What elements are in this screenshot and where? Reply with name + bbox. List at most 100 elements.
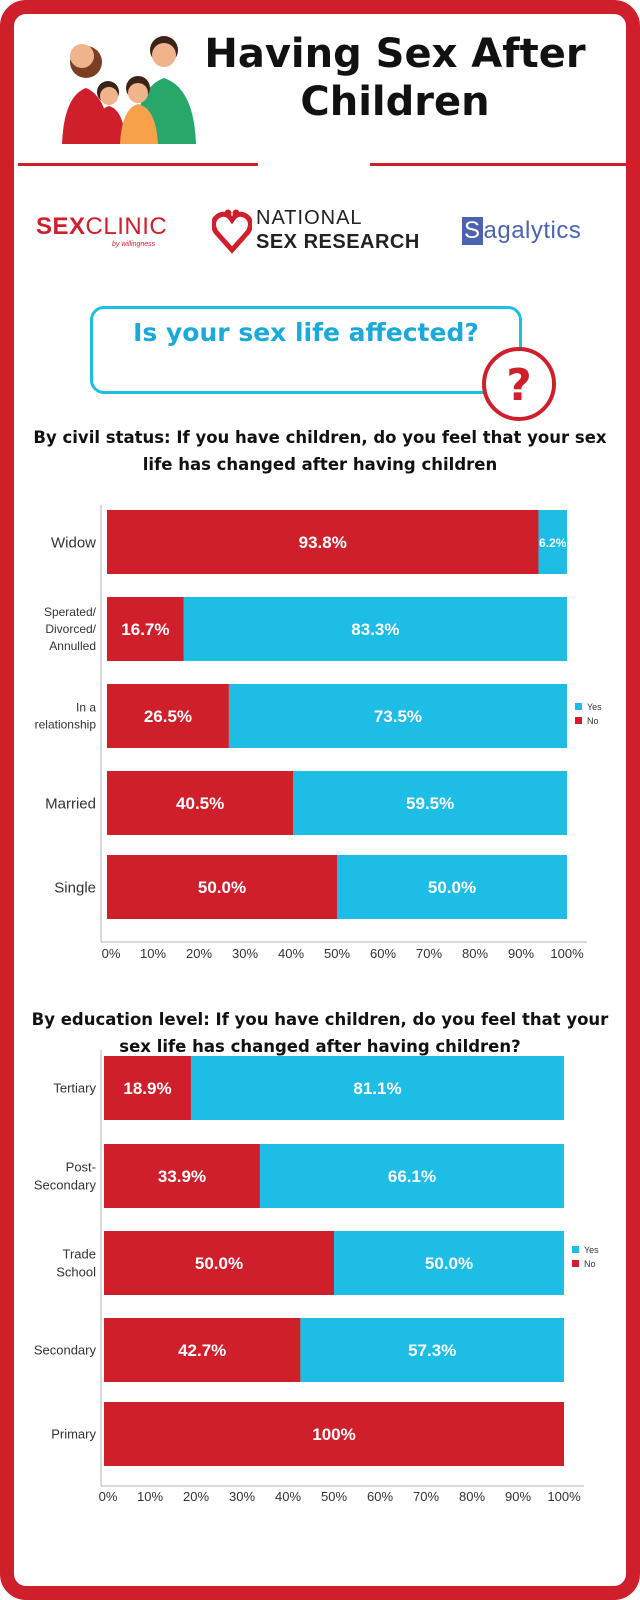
category-label: In a relationship: [35, 701, 97, 732]
bar-no: [104, 1318, 301, 1382]
bar-yes: [538, 510, 567, 574]
chart1-title: By civil status: If you have children, d…: [33, 428, 607, 474]
category-label: Single: [54, 879, 96, 896]
chart2: Tertiary 18.9% 81.1% Post-Secondary 33.9% 66.…: [0, 1050, 640, 1520]
data-label-yes: 50.0%: [425, 1254, 473, 1273]
bar-yes: [293, 771, 567, 835]
category-label: Trade School: [56, 1247, 96, 1280]
data-label-yes: 57.3%: [408, 1341, 456, 1360]
bar-yes: [190, 1056, 564, 1120]
chart2-title: By education level: If you have children…: [31, 1010, 609, 1056]
data-label-yes: 50.0%: [428, 878, 476, 897]
title-rule-right: [370, 163, 626, 166]
legend-swatch-no: [572, 1260, 579, 1267]
question-text: Is your sex life affected?: [133, 318, 479, 347]
bar-yes: [259, 1144, 564, 1208]
legend-label-yes: Yes: [584, 1245, 599, 1255]
x-tick-label: 10%: [137, 1489, 163, 1504]
data-label-yes: 59.5%: [406, 794, 454, 813]
data-label-no: 18.9%: [123, 1079, 171, 1098]
data-label-yes: 73.5%: [374, 707, 422, 726]
chart1: Widow 93.8% 6.2% Sperated/Divorced/Annulled…: [0, 505, 640, 970]
heart-icon: [212, 209, 252, 254]
bar-no: [107, 510, 539, 574]
legend-label-no: No: [587, 716, 599, 726]
category-label: Widow: [51, 534, 96, 551]
bar-no: [104, 1231, 334, 1295]
bar-no: [107, 771, 294, 835]
x-tick-label: 50%: [321, 1489, 347, 1504]
question-mark-icon: ?: [482, 347, 556, 421]
x-tick-label: 0%: [99, 1489, 118, 1504]
x-tick-label: 90%: [505, 1489, 531, 1504]
x-tick-label: 20%: [183, 1489, 209, 1504]
x-tick-label: 40%: [275, 1489, 301, 1504]
data-label-no: 42.7%: [178, 1341, 226, 1360]
x-tick-label: 30%: [232, 946, 258, 961]
x-tick-label: 100%: [547, 1489, 581, 1504]
category-label: Tertiary: [53, 1081, 96, 1096]
data-label-yes: 81.1%: [353, 1079, 401, 1098]
legend-swatch-yes: [575, 703, 582, 710]
bar-yes: [334, 1231, 564, 1295]
svg-text:?: ?: [506, 360, 532, 411]
data-label-no: 93.8%: [299, 533, 347, 552]
nsr-logo-line1: NATIONAL: [256, 207, 363, 229]
bar-no: [104, 1144, 260, 1208]
page-title: Having Sex After Children: [204, 31, 586, 125]
x-tick-label: 100%: [550, 946, 584, 961]
data-label-no: 50.0%: [198, 878, 246, 897]
category-label: Sperated/Divorced/Annulled: [44, 605, 97, 653]
sexclinic-logo-sub: by willingness: [112, 241, 156, 248]
bar-no: [107, 684, 229, 748]
data-label-no: 16.7%: [121, 620, 169, 639]
bar-no: [107, 597, 184, 661]
data-label-yes: 6.2%: [539, 536, 567, 550]
chart2-svg: Tertiary 18.9% 81.1% Post-Secondary 33.9% 66.…: [34, 1050, 599, 1504]
x-tick-label: 70%: [413, 1489, 439, 1504]
x-tick-label: 90%: [508, 946, 534, 961]
bar-yes: [183, 597, 567, 661]
legend-label-yes: Yes: [587, 702, 602, 712]
legend-swatch-yes: [572, 1246, 579, 1253]
nsr-logo-line2: SEX RESEARCH: [256, 231, 420, 253]
sexclinic-logo-light: CLINIC: [85, 213, 168, 240]
sexclinic-logo-bold: SEX: [36, 213, 86, 240]
x-tick-label: 80%: [462, 946, 488, 961]
bar-yes: [300, 1318, 564, 1382]
legend-swatch-no: [575, 717, 582, 724]
x-tick-label: 60%: [367, 1489, 393, 1504]
bar-yes: [228, 684, 567, 748]
data-label-yes: 83.3%: [351, 620, 399, 639]
chart1-svg: Widow 93.8% 6.2% Sperated/Divorced/Annulled…: [35, 505, 602, 961]
family-illustration: [62, 36, 196, 144]
data-label-no: 100%: [312, 1425, 355, 1444]
data-label-no: 33.9%: [158, 1167, 206, 1186]
sagalytics-logo-initial: S: [462, 217, 483, 245]
x-tick-label: 20%: [186, 946, 212, 961]
legend-label-no: No: [584, 1259, 596, 1269]
data-label-no: 26.5%: [144, 707, 192, 726]
bar-no: [107, 855, 337, 919]
data-label-no: 40.5%: [176, 794, 224, 813]
category-label: Secondary: [34, 1343, 97, 1358]
x-tick-label: 0%: [102, 946, 121, 961]
x-tick-label: 70%: [416, 946, 442, 961]
category-label: Primary: [51, 1427, 96, 1442]
sagalytics-logo-rest: agalytics: [483, 217, 582, 244]
category-label: Post-Secondary: [34, 1160, 97, 1193]
bar-yes: [337, 855, 567, 919]
sexclinic-logo: SEXCLINIC: [36, 213, 167, 241]
bar-no: [104, 1402, 564, 1466]
x-tick-label: 30%: [229, 1489, 255, 1504]
category-label: Married: [45, 795, 96, 812]
x-tick-label: 40%: [278, 946, 304, 961]
x-tick-label: 60%: [370, 946, 396, 961]
bar-no: [104, 1056, 191, 1120]
data-label-no: 50.0%: [195, 1254, 243, 1273]
x-tick-label: 50%: [324, 946, 350, 961]
data-label-yes: 66.1%: [388, 1167, 436, 1186]
x-tick-label: 80%: [459, 1489, 485, 1504]
title-rule-left: [18, 163, 258, 166]
